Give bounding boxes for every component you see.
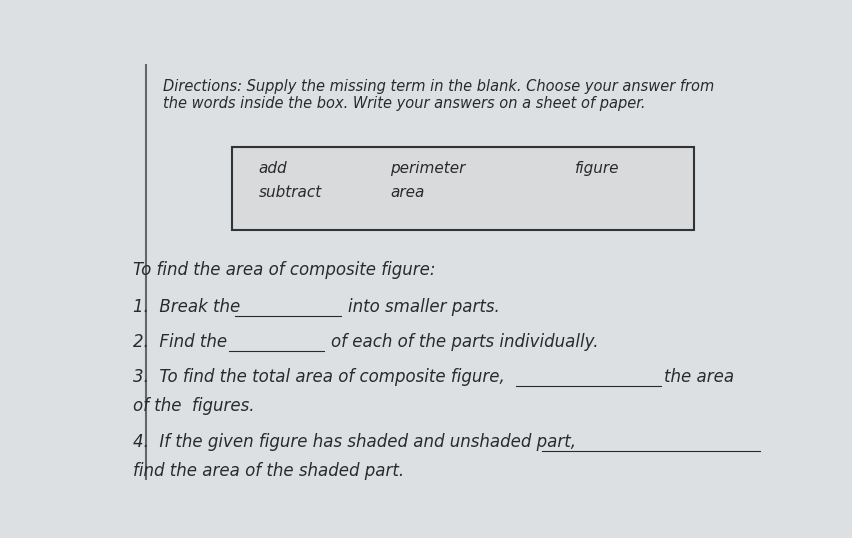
Bar (232, 147, 694, 230)
Text: 1.  Break the: 1. Break the (133, 298, 240, 316)
Text: add: add (258, 161, 287, 175)
Text: subtract: subtract (258, 186, 321, 201)
Text: find the area of the shaded part.: find the area of the shaded part. (133, 462, 404, 479)
Text: the area: the area (665, 369, 734, 386)
Text: 2.  Find the: 2. Find the (133, 333, 227, 351)
Text: area: area (390, 186, 425, 201)
Text: of the  figures.: of the figures. (133, 398, 255, 415)
Text: of each of the parts individually.: of each of the parts individually. (331, 333, 598, 351)
Text: the words inside the box. Write your answers on a sheet of paper.: the words inside the box. Write your ans… (163, 96, 645, 111)
Text: 3.  To find the total area of composite figure,: 3. To find the total area of composite f… (133, 369, 504, 386)
Text: perimeter: perimeter (390, 161, 466, 175)
Text: To find the area of composite figure:: To find the area of composite figure: (133, 260, 435, 279)
Text: into smaller parts.: into smaller parts. (348, 298, 499, 316)
Text: 4.  If the given figure has shaded and unshaded part,: 4. If the given figure has shaded and un… (133, 433, 576, 450)
Text: figure: figure (575, 161, 619, 175)
Text: Directions: Supply the missing term in the blank. Choose your answer from: Directions: Supply the missing term in t… (163, 79, 714, 94)
